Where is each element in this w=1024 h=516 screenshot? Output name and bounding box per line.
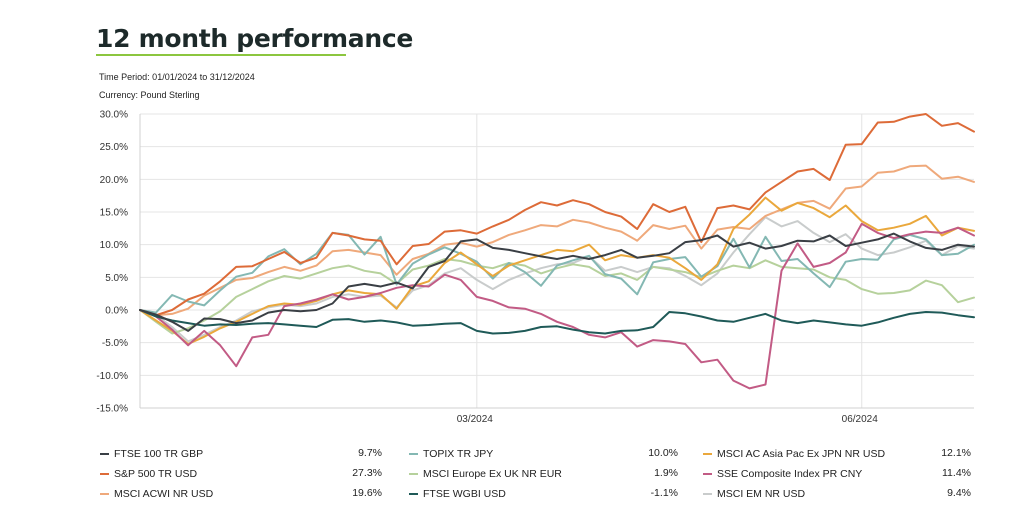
legend-swatch	[703, 473, 712, 475]
legend-return-value: 9.7%	[358, 447, 382, 459]
legend-item: SSE Composite Index PR CNY	[703, 466, 862, 482]
y-tick-label: 30.0%	[100, 110, 128, 121]
legend-item: S&P 500 TR USD	[100, 466, 197, 482]
legend-item: MSCI AC Asia Pac Ex JPN NR USD	[703, 446, 885, 462]
y-tick-label: 20.0%	[100, 175, 128, 186]
title-underline	[96, 54, 346, 56]
y-tick-label: 0.0%	[105, 306, 128, 317]
legend-item: MSCI Europe Ex UK NR EUR	[409, 466, 562, 482]
legend-swatch	[703, 453, 712, 455]
y-tick-label: -15.0%	[96, 404, 128, 415]
time-period: Time Period: 01/01/2024 to 31/12/2024	[99, 72, 255, 82]
legend-swatch	[100, 453, 109, 455]
legend-label: MSCI EM NR USD	[717, 488, 806, 500]
legend-return-value: 11.4%	[942, 467, 971, 479]
series-line	[139, 309, 975, 335]
legend-return-value: 19.6%	[352, 487, 382, 499]
series-line	[139, 113, 975, 317]
x-tick-label: 03/2024	[457, 414, 494, 425]
legend-label: SSE Composite Index PR CNY	[717, 468, 863, 480]
legend-label: MSCI Europe Ex UK NR EUR	[423, 468, 562, 480]
y-tick-label: 10.0%	[100, 240, 128, 251]
legend-swatch	[409, 473, 418, 475]
legend-item: MSCI ACWI NR USD	[100, 486, 213, 502]
series-line	[139, 164, 975, 317]
legend-return-value: 10.0%	[648, 447, 678, 459]
series-line	[139, 196, 975, 345]
legend-return-value: 1.9%	[654, 467, 678, 479]
series-line	[139, 231, 975, 314]
legend-return-value: 9.4%	[947, 487, 971, 499]
y-tick-label: 15.0%	[100, 208, 128, 219]
legend-label: FTSE WGBI USD	[423, 488, 506, 500]
currency: Currency: Pound Sterling	[99, 90, 200, 100]
legend-label: MSCI AC Asia Pac Ex JPN NR USD	[717, 448, 886, 460]
legend-return-value: -1.1%	[650, 487, 678, 499]
y-tick-label: 25.0%	[100, 142, 128, 153]
legend-item: MSCI EM NR USD	[703, 486, 805, 502]
legend-label: MSCI ACWI NR USD	[114, 488, 214, 500]
legend-label: FTSE 100 TR GBP	[114, 448, 204, 460]
page-title: 12 month performance	[96, 24, 414, 53]
legend-return-value: 27.3%	[352, 467, 382, 479]
legend-return-value: 12.1%	[941, 447, 971, 459]
legend-swatch	[100, 493, 109, 495]
legend-swatch	[409, 453, 418, 455]
legend-item: TOPIX TR JPY	[409, 446, 493, 462]
series-line	[139, 222, 975, 390]
legend-item: FTSE 100 TR GBP	[100, 446, 203, 462]
y-tick-label: -10.0%	[96, 371, 128, 382]
legend-swatch	[100, 473, 109, 475]
legend-label: S&P 500 TR USD	[114, 468, 198, 480]
legend-item: FTSE WGBI USD	[409, 486, 506, 502]
x-tick-label: 06/2024	[842, 414, 879, 425]
series-line	[139, 232, 975, 332]
y-tick-label: -5.0%	[102, 338, 128, 349]
legend-label: TOPIX TR JPY	[423, 448, 494, 460]
legend-swatch	[409, 493, 418, 495]
y-tick-label: 5.0%	[105, 273, 128, 284]
legend-swatch	[703, 493, 712, 495]
